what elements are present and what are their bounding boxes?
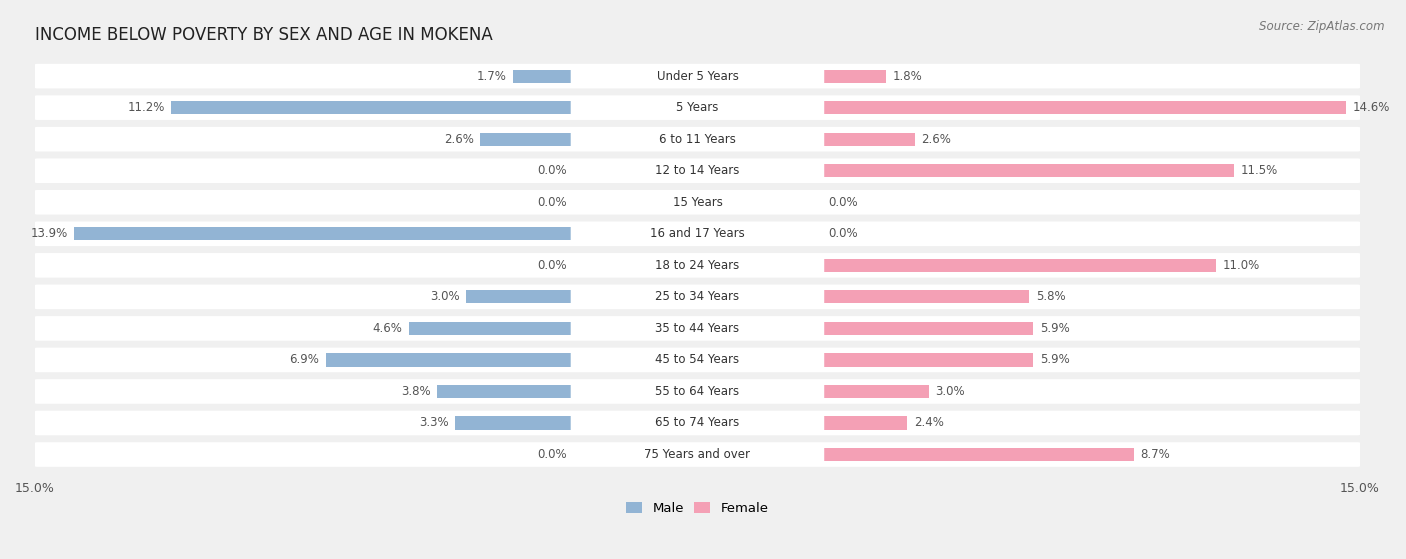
FancyBboxPatch shape	[571, 65, 824, 87]
Bar	[172, 101, 574, 114]
Bar	[821, 448, 1133, 461]
Bar	[821, 385, 929, 398]
FancyBboxPatch shape	[571, 223, 824, 244]
Text: 0.0%: 0.0%	[828, 228, 858, 240]
Text: 3.0%: 3.0%	[935, 385, 965, 398]
Text: 4.6%: 4.6%	[373, 322, 402, 335]
FancyBboxPatch shape	[571, 444, 824, 465]
Bar	[75, 227, 574, 240]
Bar	[821, 259, 1216, 272]
Text: 11.2%: 11.2%	[128, 101, 165, 114]
FancyBboxPatch shape	[34, 158, 1361, 183]
Text: 3.8%: 3.8%	[401, 385, 430, 398]
Text: 14.6%: 14.6%	[1353, 101, 1389, 114]
Text: 11.5%: 11.5%	[1241, 164, 1278, 177]
Text: 45 to 54 Years: 45 to 54 Years	[655, 353, 740, 366]
Bar	[465, 290, 574, 304]
Text: 0.0%: 0.0%	[537, 164, 567, 177]
FancyBboxPatch shape	[571, 192, 824, 213]
Bar	[821, 69, 886, 83]
Bar	[821, 132, 914, 146]
Text: 1.7%: 1.7%	[477, 70, 506, 83]
Bar	[821, 416, 907, 429]
FancyBboxPatch shape	[34, 127, 1361, 151]
FancyBboxPatch shape	[34, 442, 1361, 467]
FancyBboxPatch shape	[34, 96, 1361, 120]
Text: 1.8%: 1.8%	[893, 70, 922, 83]
Bar	[456, 416, 574, 429]
Text: 13.9%: 13.9%	[31, 228, 67, 240]
Legend: Male, Female: Male, Female	[621, 497, 775, 520]
Text: 18 to 24 Years: 18 to 24 Years	[655, 259, 740, 272]
Text: 6.9%: 6.9%	[290, 353, 319, 366]
FancyBboxPatch shape	[34, 411, 1361, 435]
Text: 2.4%: 2.4%	[914, 416, 943, 429]
Bar	[437, 385, 574, 398]
Text: 2.6%: 2.6%	[921, 132, 950, 146]
FancyBboxPatch shape	[34, 190, 1361, 215]
Text: 0.0%: 0.0%	[537, 196, 567, 209]
Text: 75 Years and over: 75 Years and over	[644, 448, 751, 461]
Text: 16 and 17 Years: 16 and 17 Years	[650, 228, 745, 240]
Text: 15 Years: 15 Years	[672, 196, 723, 209]
Bar	[821, 353, 1033, 367]
FancyBboxPatch shape	[571, 381, 824, 402]
Text: INCOME BELOW POVERTY BY SEX AND AGE IN MOKENA: INCOME BELOW POVERTY BY SEX AND AGE IN M…	[35, 26, 492, 44]
Text: Source: ZipAtlas.com: Source: ZipAtlas.com	[1260, 20, 1385, 32]
Text: 0.0%: 0.0%	[537, 448, 567, 461]
Bar	[821, 164, 1234, 177]
Text: 5.9%: 5.9%	[1039, 353, 1070, 366]
Text: 3.0%: 3.0%	[430, 290, 460, 304]
Text: 0.0%: 0.0%	[828, 196, 858, 209]
FancyBboxPatch shape	[571, 286, 824, 307]
Bar	[409, 322, 574, 335]
Bar	[821, 101, 1346, 114]
Text: 11.0%: 11.0%	[1223, 259, 1260, 272]
FancyBboxPatch shape	[571, 255, 824, 276]
Text: 5.8%: 5.8%	[1036, 290, 1066, 304]
Text: 6 to 11 Years: 6 to 11 Years	[659, 132, 735, 146]
Text: 2.6%: 2.6%	[444, 132, 474, 146]
Bar	[821, 290, 1029, 304]
Text: 55 to 64 Years: 55 to 64 Years	[655, 385, 740, 398]
Text: 0.0%: 0.0%	[537, 259, 567, 272]
FancyBboxPatch shape	[571, 160, 824, 182]
FancyBboxPatch shape	[571, 97, 824, 119]
Text: 5 Years: 5 Years	[676, 101, 718, 114]
Bar	[513, 69, 574, 83]
Bar	[821, 322, 1033, 335]
Text: 8.7%: 8.7%	[1140, 448, 1170, 461]
Text: 5.9%: 5.9%	[1039, 322, 1070, 335]
Bar	[481, 132, 574, 146]
FancyBboxPatch shape	[34, 316, 1361, 340]
Text: 65 to 74 Years: 65 to 74 Years	[655, 416, 740, 429]
FancyBboxPatch shape	[34, 64, 1361, 88]
Text: 25 to 34 Years: 25 to 34 Years	[655, 290, 740, 304]
Text: 12 to 14 Years: 12 to 14 Years	[655, 164, 740, 177]
FancyBboxPatch shape	[571, 129, 824, 150]
Bar	[326, 353, 574, 367]
Text: 35 to 44 Years: 35 to 44 Years	[655, 322, 740, 335]
FancyBboxPatch shape	[571, 349, 824, 371]
FancyBboxPatch shape	[34, 379, 1361, 404]
FancyBboxPatch shape	[34, 348, 1361, 372]
FancyBboxPatch shape	[34, 285, 1361, 309]
Text: 3.3%: 3.3%	[419, 416, 449, 429]
FancyBboxPatch shape	[34, 253, 1361, 278]
FancyBboxPatch shape	[571, 318, 824, 339]
Text: Under 5 Years: Under 5 Years	[657, 70, 738, 83]
FancyBboxPatch shape	[34, 221, 1361, 246]
FancyBboxPatch shape	[571, 413, 824, 434]
